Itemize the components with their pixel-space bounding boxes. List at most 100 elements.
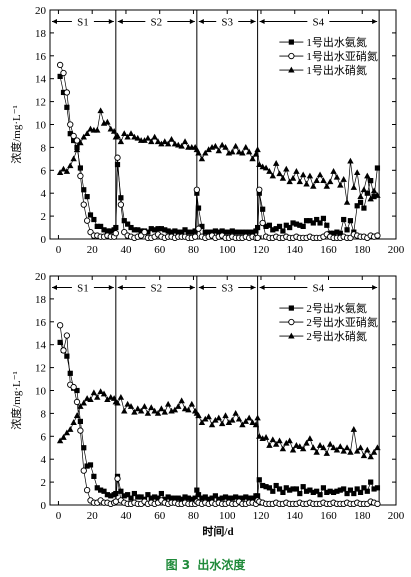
data-point-triangle <box>252 150 260 157</box>
data-point-square <box>283 222 289 228</box>
x-tick-label: 200 <box>388 244 405 256</box>
data-point-triangle <box>242 144 249 150</box>
data-point-triangle <box>83 130 91 137</box>
data-point-square <box>317 492 323 498</box>
stage-arrowhead <box>189 18 195 24</box>
data-point-circle <box>60 69 67 77</box>
data-point-square <box>249 229 256 235</box>
data-point-triangle <box>316 171 324 178</box>
data-point-square <box>202 494 208 500</box>
data-point-square <box>263 223 269 230</box>
data-point-square <box>121 218 127 224</box>
x-tick-label: 0 <box>56 510 62 522</box>
data-point-triangle <box>316 442 324 448</box>
x-tick-label: 120 <box>253 244 270 256</box>
data-point-triangle <box>357 444 364 451</box>
data-point-square <box>270 227 276 233</box>
data-point-triangle <box>310 182 317 189</box>
data-point-triangle <box>323 450 330 456</box>
data-point-square <box>371 486 377 492</box>
data-point-square <box>185 495 191 501</box>
data-point-square <box>195 492 202 498</box>
data-point-triangle <box>232 142 239 149</box>
data-point-square <box>98 487 104 493</box>
data-point-square <box>246 495 252 501</box>
data-point-square <box>131 227 137 233</box>
y-tick-label: 0 <box>41 500 47 512</box>
data-point-triangle <box>97 107 104 114</box>
data-point-square <box>94 485 100 491</box>
data-point-triangle <box>283 439 290 446</box>
data-point-triangle <box>313 177 320 184</box>
data-point-triangle <box>296 443 303 450</box>
data-point-triangle <box>299 171 307 178</box>
data-point-circle <box>195 225 202 232</box>
data-point-triangle <box>107 125 114 132</box>
y-axis-label: 浓度/mg·L⁻¹ <box>9 371 23 430</box>
data-point-triangle <box>114 132 121 139</box>
data-point-triangle <box>185 406 192 413</box>
data-point-square <box>155 495 161 501</box>
data-point-triangle <box>164 400 172 407</box>
data-point-square <box>364 190 370 196</box>
data-point-square <box>182 227 188 233</box>
data-point-square <box>108 493 114 499</box>
x-tick-label: 180 <box>354 510 371 522</box>
data-point-square <box>293 486 300 492</box>
data-point-square <box>195 205 202 211</box>
data-point-triangle <box>73 412 81 419</box>
data-point-triangle <box>350 426 358 432</box>
data-point-triangle <box>134 405 141 412</box>
data-point-triangle <box>161 138 168 145</box>
data-point-triangle <box>293 168 300 174</box>
data-point-square <box>317 220 323 226</box>
stage-arrowhead <box>372 18 378 24</box>
data-point-square <box>104 492 110 498</box>
data-point-triangle <box>306 172 314 179</box>
data-point-triangle <box>330 168 337 174</box>
data-point-square <box>113 490 119 497</box>
y-tick-label: 16 <box>35 51 47 63</box>
data-point-square <box>347 487 354 493</box>
data-point-square <box>84 194 90 200</box>
y-tick-label: 12 <box>35 97 46 109</box>
data-point-square <box>314 216 320 223</box>
data-point-square <box>87 462 94 468</box>
data-point-square <box>202 229 208 235</box>
data-point-square <box>158 226 164 232</box>
figure-caption: 图 3 出水浓度 <box>0 556 411 573</box>
data-point-square <box>175 495 181 501</box>
data-point-triangle <box>266 442 273 448</box>
x-tick-label: 200 <box>388 510 405 522</box>
data-point-square <box>253 228 259 234</box>
data-point-square <box>263 484 269 490</box>
data-point-circle <box>77 427 84 434</box>
data-point-circle <box>70 383 77 391</box>
x-tick-label: 20 <box>87 244 99 256</box>
data-point-triangle <box>87 125 94 132</box>
data-point-square <box>94 223 100 230</box>
data-point-triangle <box>56 169 64 175</box>
data-point-triangle <box>94 393 101 400</box>
data-point-square <box>249 495 256 501</box>
data-point-square <box>152 494 158 500</box>
legend-entry: 2号出水亚硝氮 <box>306 315 378 329</box>
stage-arrowhead <box>198 18 204 24</box>
data-point-triangle <box>114 399 121 406</box>
data-point-triangle <box>70 155 77 162</box>
data-point-square <box>135 494 141 500</box>
x-tick-label: 60 <box>154 510 166 522</box>
data-point-triangle <box>256 432 263 439</box>
data-point-triangle <box>87 396 94 403</box>
data-point-square <box>310 489 316 496</box>
data-point-square <box>165 228 171 234</box>
x-tick-label: 0 <box>56 244 62 256</box>
data-point-square <box>60 89 67 96</box>
data-point-triangle <box>80 399 87 406</box>
y-tick-label: 8 <box>41 142 47 154</box>
data-point-square <box>138 494 144 500</box>
x-tick-label: 160 <box>320 510 337 522</box>
data-point-triangle <box>212 142 219 149</box>
x-axis-label: 时间/d <box>202 524 233 538</box>
data-point-triangle <box>141 403 148 409</box>
